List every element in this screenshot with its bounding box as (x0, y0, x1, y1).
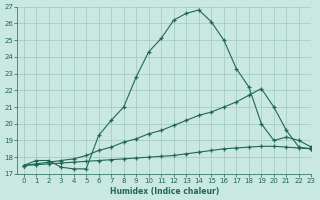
X-axis label: Humidex (Indice chaleur): Humidex (Indice chaleur) (110, 187, 219, 196)
